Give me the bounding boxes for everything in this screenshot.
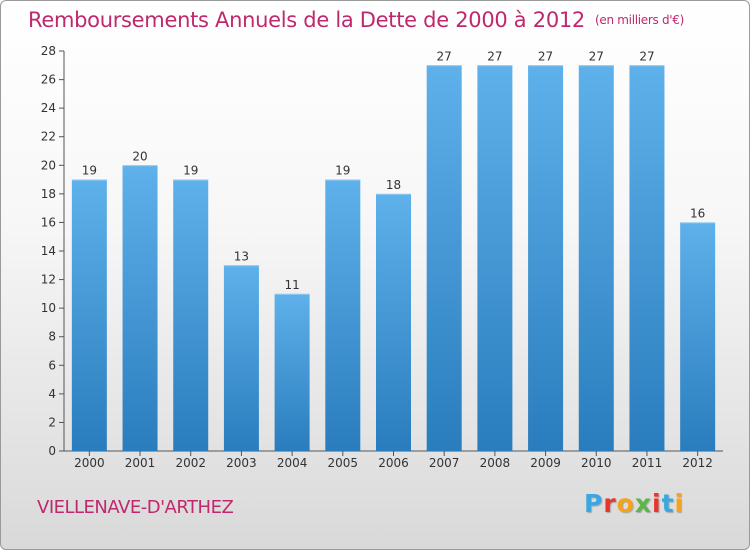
y-tick-label: 28 (41, 44, 56, 58)
data-label: 19 (82, 164, 97, 178)
logo-letter: P (584, 489, 604, 518)
y-tick-label: 18 (41, 187, 56, 201)
bar-2000 (71, 179, 107, 452)
data-label: 18 (386, 178, 401, 192)
data-label: 11 (284, 278, 299, 292)
x-tick-label: 2004 (277, 456, 308, 470)
logo-letter: i (652, 489, 662, 518)
x-tick-label: 2007 (429, 456, 460, 470)
data-label: 19 (335, 164, 350, 178)
logo-letter: o (616, 489, 635, 518)
bar-2005 (325, 179, 361, 452)
data-label: 27 (487, 49, 502, 63)
x-tick-label: 2002 (175, 456, 206, 470)
x-tick-label: 2010 (581, 456, 612, 470)
y-tick-label: 10 (41, 301, 56, 315)
bar-2001 (122, 165, 158, 452)
y-tick-label: 6 (48, 358, 56, 372)
bar-2006 (376, 193, 411, 451)
data-label: 19 (183, 164, 198, 178)
logo-letter: r (603, 489, 617, 518)
y-tick-label: 24 (41, 101, 56, 115)
x-tick-label: 2011 (632, 456, 663, 470)
chart-title: Remboursements Annuels de la Dette de 20… (28, 8, 684, 32)
bars (71, 65, 716, 452)
x-tick-label: 2001 (125, 456, 156, 470)
y-tick-label: 4 (48, 387, 56, 401)
bar-2004 (274, 293, 310, 451)
data-label: 16 (690, 206, 705, 220)
x-tick-label: 2006 (378, 456, 409, 470)
bar-2012 (680, 222, 716, 451)
proxiti-logo[interactable]: Proxiti (584, 489, 684, 518)
bar-2010 (578, 65, 614, 452)
x-axis: 2000 2001 2002 2003 2004 2005 2006 2007 2008 2009… (64, 450, 723, 470)
logo-letter: i (674, 489, 685, 518)
y-tick-label: 16 (41, 215, 56, 229)
y-tick-label: 14 (41, 244, 56, 258)
x-tick-label: 2003 (226, 456, 257, 470)
y-tick-label: 0 (48, 444, 56, 458)
y-tick-label: 8 (48, 330, 56, 344)
bar-2009 (528, 65, 564, 452)
bar-2002 (173, 179, 209, 452)
data-label: 27 (437, 49, 452, 63)
commune-name: VIELLENAVE-D'ARTHEZ (37, 497, 234, 518)
x-tick-label: 2008 (480, 456, 511, 470)
bar-2011 (629, 65, 665, 452)
data-labels: 19 20 19 13 11 19 18 27 27 27 27 27 16 (82, 49, 706, 292)
y-tick-label: 20 (41, 158, 56, 172)
bar-2008 (477, 65, 513, 452)
x-tick-label: 2005 (328, 456, 359, 470)
data-label: 20 (132, 149, 147, 163)
logo-letter: t (661, 489, 675, 518)
data-label: 27 (589, 49, 604, 63)
bar-2003 (223, 265, 259, 451)
x-tick-label: 2000 (74, 456, 105, 470)
data-label: 13 (234, 249, 249, 263)
x-tick-label: 2012 (682, 456, 713, 470)
x-tick-label: 2009 (530, 456, 561, 470)
y-tick-label: 26 (41, 73, 56, 87)
chart-title-text: Remboursements Annuels de la Dette de 20… (28, 8, 585, 32)
data-label: 27 (538, 49, 553, 63)
y-tick-label: 2 (48, 415, 56, 429)
logo-letter: x (634, 489, 652, 518)
y-tick-label: 12 (41, 273, 56, 287)
y-tick-label: 22 (41, 130, 56, 144)
data-label: 27 (639, 49, 654, 63)
chart-unit-label: (en milliers d'€) (595, 13, 685, 27)
bar-2007 (426, 65, 462, 452)
